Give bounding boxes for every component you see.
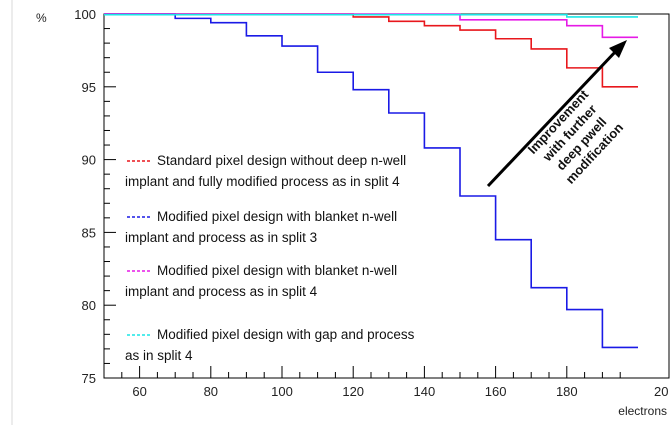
improvement-arrow-shaft — [486, 48, 619, 188]
y-tick-label: 100 — [74, 7, 96, 22]
annotation-text: Improvement with further deep pwell modi… — [525, 84, 629, 189]
y-axis-title: % — [36, 11, 47, 25]
series-2-line — [104, 13, 638, 349]
series-1-line — [104, 13, 638, 88]
legend-label-3-continued: implant and process as in split 4 — [125, 284, 318, 299]
legend-label-4-continued: as in split 4 — [125, 348, 193, 363]
y-tick-label: 75 — [82, 371, 96, 386]
annotation: Improvement with further deep pwell modi… — [486, 40, 629, 189]
legend-label-1: Standard pixel design without deep n-wel… — [157, 153, 406, 168]
legend-label-4: Modified pixel design with gap and proce… — [157, 327, 415, 342]
y-tick-label: 80 — [82, 298, 96, 313]
x-tick-label: 120 — [342, 384, 364, 399]
x-tick-label: 160 — [485, 384, 507, 399]
x-tick-label: 20 — [654, 384, 668, 399]
x-tick-label: 80 — [204, 384, 218, 399]
x-tick-label: 60 — [132, 384, 146, 399]
legend-label-3: Modified pixel design with blanket n-wel… — [157, 263, 397, 278]
y-tick-label: 95 — [82, 80, 96, 95]
x-axis-title: electrons — [618, 404, 667, 418]
improvement-arrow-head — [609, 40, 627, 58]
x-tick-label: 140 — [414, 384, 436, 399]
legend: Standard pixel design without deep n-wel… — [125, 153, 415, 363]
y-tick-label: 90 — [82, 153, 96, 168]
y-tick-label: 85 — [82, 225, 96, 240]
series-layer — [104, 13, 638, 349]
legend-label-1-continued: implant and fully modified process as in… — [125, 174, 400, 189]
legend-label-2: Modified pixel design with blanket n-wel… — [157, 209, 397, 224]
series-4-line — [104, 13, 638, 18]
x-tick-label: 180 — [556, 384, 578, 399]
x-tick-label: 100 — [271, 384, 293, 399]
axes: 75 80 85 90 95 100 60 80 100 120 140 160 180 20 — [74, 7, 668, 399]
legend-label-2-continued: implant and process as in split 3 — [125, 230, 317, 245]
